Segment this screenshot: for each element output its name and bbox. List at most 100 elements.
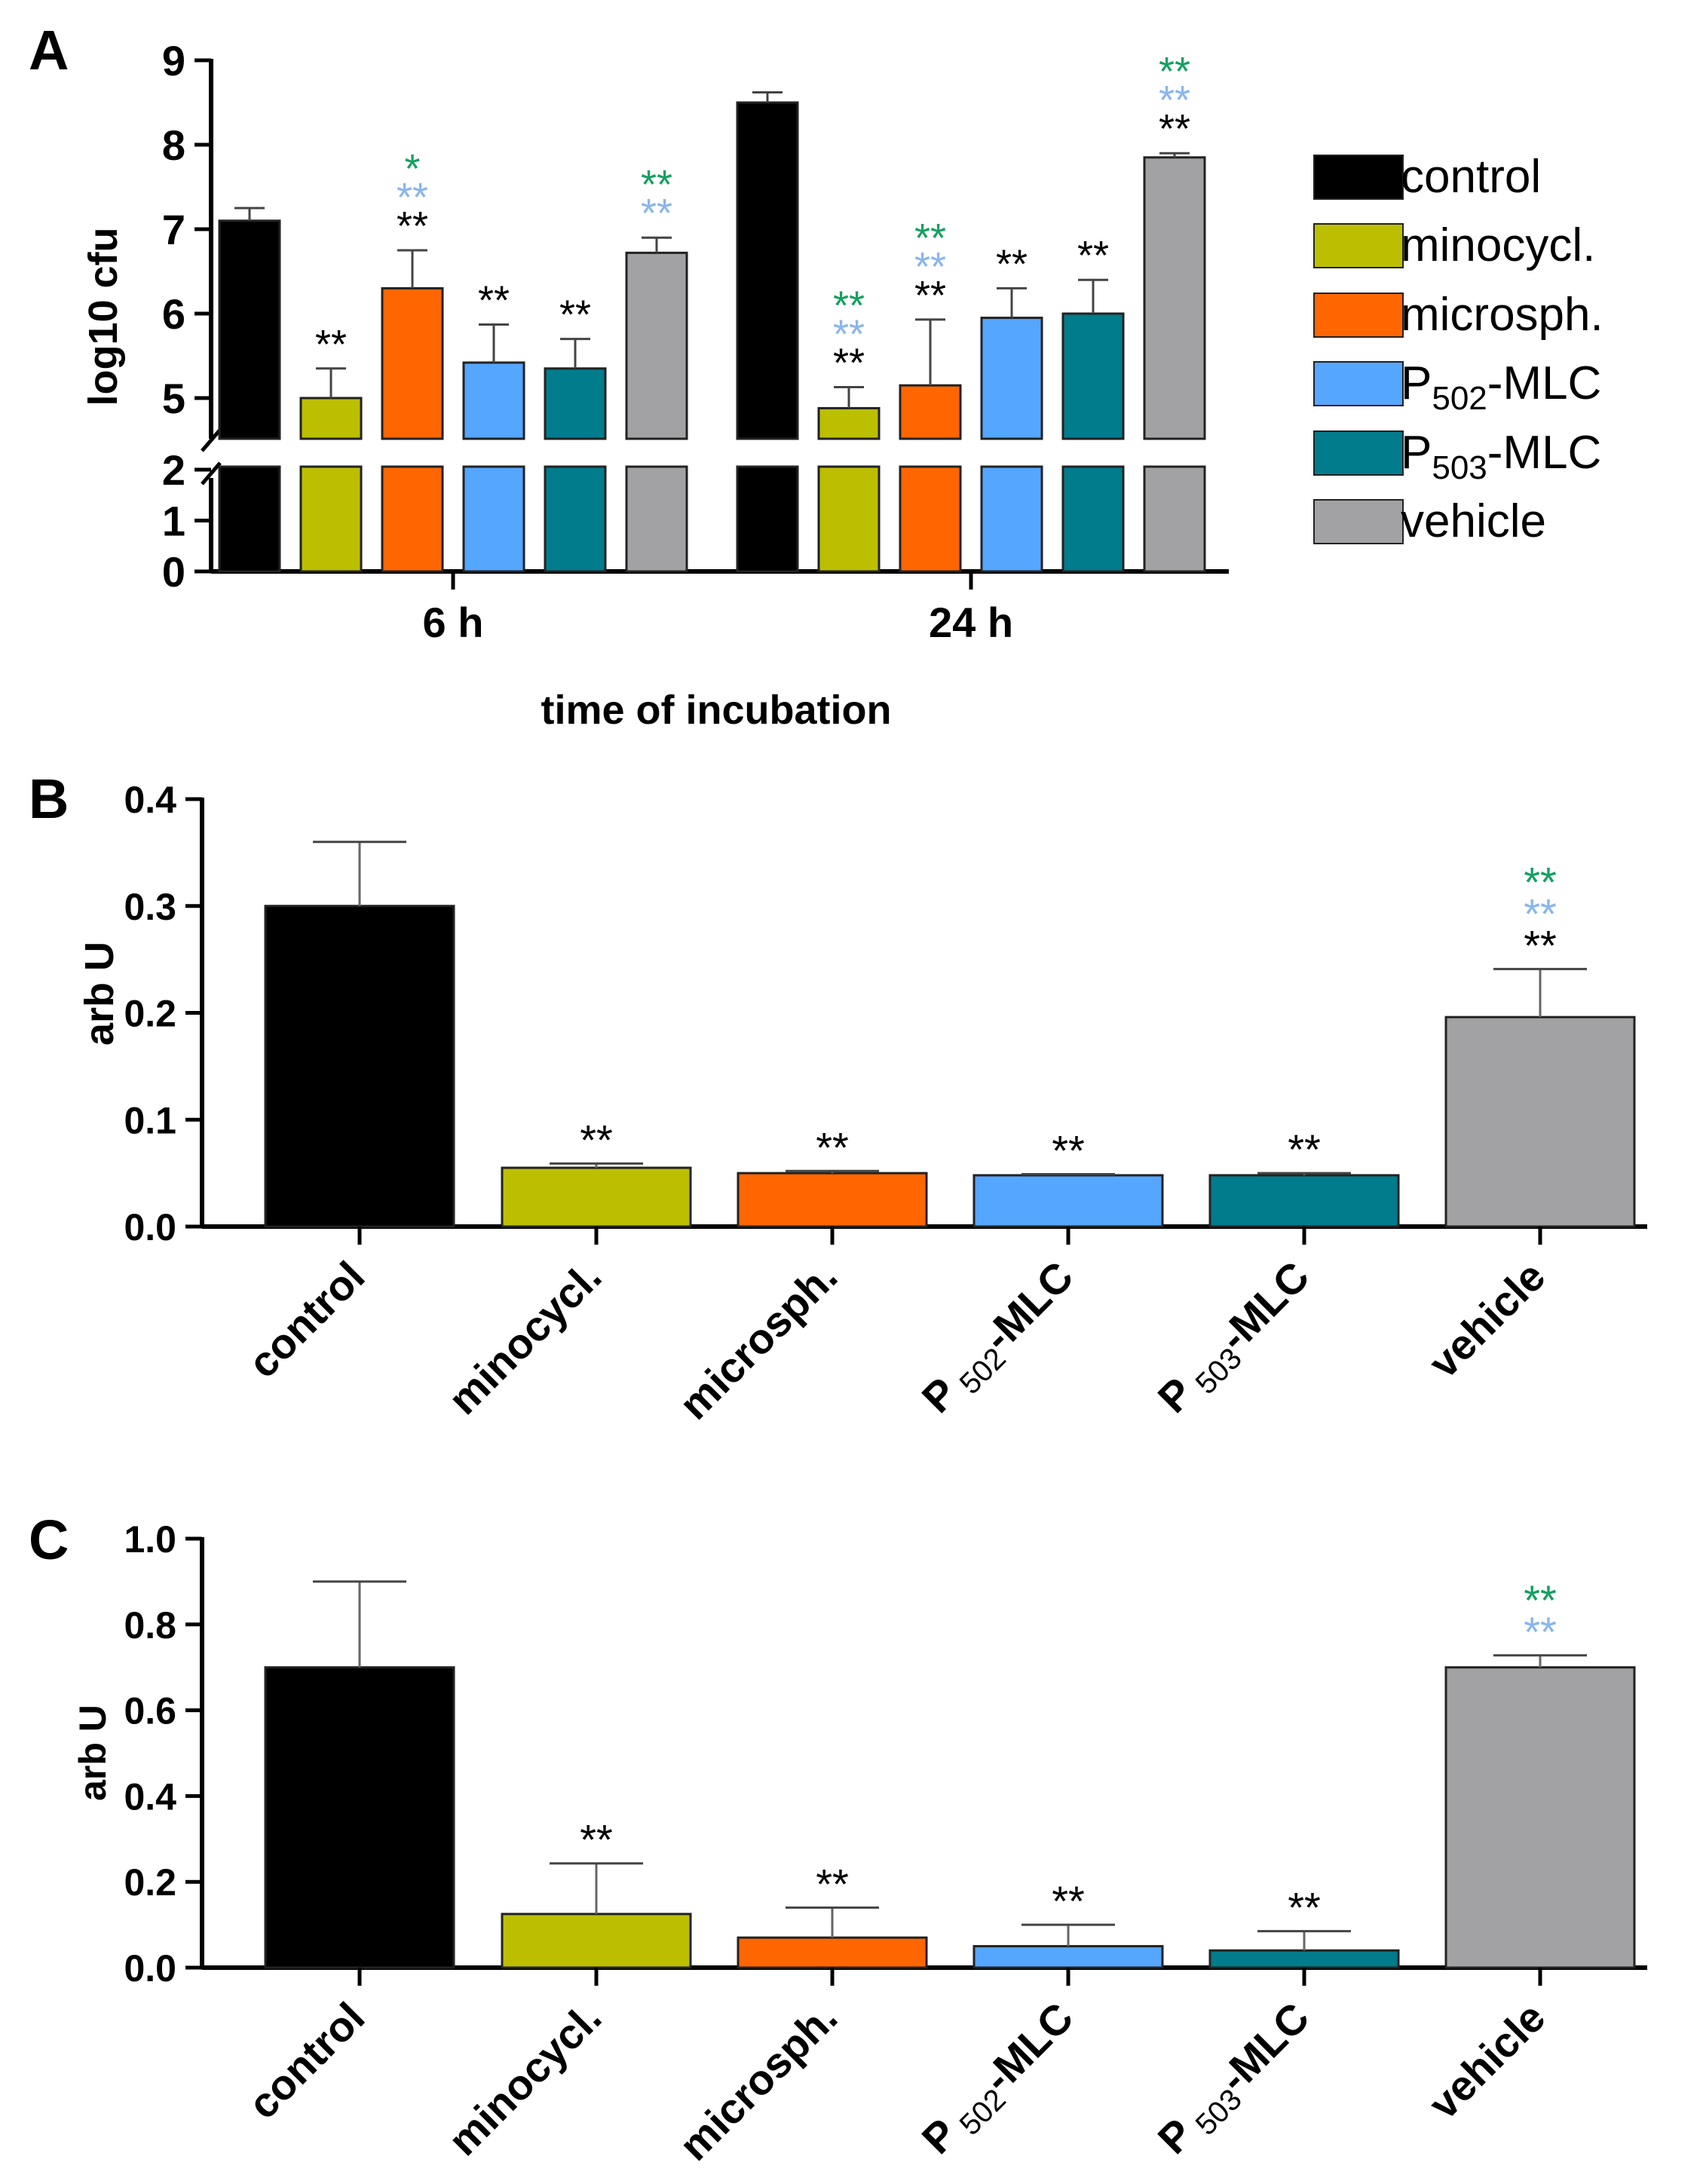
panel-a-bar-control xyxy=(218,219,281,440)
panel-a-axis-break-marker xyxy=(201,428,222,486)
panel-b-xtick-label: P 503-MLC xyxy=(1149,1252,1323,1426)
legend-swatch-p503 xyxy=(1313,430,1404,476)
panel-a-ytick-label: 5 xyxy=(162,375,185,422)
panel-b-xtick-label: microsph. xyxy=(670,1252,847,1429)
panel-a-significance-star: ** xyxy=(1159,49,1190,94)
legend-label-vehicle: vehicle xyxy=(1401,495,1546,547)
panel-a-ytick-label: 7 xyxy=(162,206,185,253)
panel-a-bar-p503 xyxy=(544,465,607,573)
panel-c-ylabel: arb U xyxy=(72,1705,114,1801)
panel-c-xtick-label: P 502-MLC xyxy=(913,1993,1087,2167)
panel-c-ytick-label: 0.8 xyxy=(124,1604,176,1646)
panel-b-significance-star: ** xyxy=(1524,921,1557,969)
panel-c-ytick-label: 0.0 xyxy=(124,1947,176,1989)
panel-c-ytick-label: 0.6 xyxy=(124,1690,176,1732)
panel-a-significance-star: ** xyxy=(315,322,347,367)
panel-b-bar-minocycl xyxy=(501,1166,692,1228)
legend-label-microsph: microsph. xyxy=(1401,289,1603,341)
panel-a-bar-p503 xyxy=(1061,312,1125,440)
panel-b-significance-star: ** xyxy=(1052,1127,1085,1175)
panel-c-bar-vehicle xyxy=(1444,1666,1636,1969)
panel-b-ytick-label: 0.4 xyxy=(124,779,176,821)
panel-b-ytick-label: 0.0 xyxy=(124,1206,176,1248)
legend-swatch-microsph xyxy=(1313,293,1404,338)
panel-b-significance-star: ** xyxy=(1288,1126,1321,1173)
panel-a-bar-vehicle xyxy=(625,251,688,440)
panel-a-bar-minocycl xyxy=(817,465,881,573)
panel-a-bar-p502 xyxy=(980,317,1043,440)
panel-a-significance-star: ** xyxy=(833,283,865,328)
panel-c-ytick-label: 1.0 xyxy=(124,1518,176,1561)
panel-a-significance-star: ** xyxy=(1159,106,1190,152)
panel-b-bar-vehicle xyxy=(1444,1015,1636,1228)
panel-a-bar-microsph xyxy=(899,465,962,573)
panel-b-bar-p502 xyxy=(972,1174,1164,1228)
panel-a-bar-microsph xyxy=(899,384,962,440)
legend-label-p503: P503-MLC xyxy=(1401,427,1601,486)
panel-b-xtick-label: control xyxy=(239,1252,374,1387)
panel-c-chart: 0.0 0.2 0.4 0.6 0.8 1.0 control ** minocycl. ** mi… xyxy=(124,1518,1647,2170)
panel-a-bar-p502 xyxy=(462,361,525,440)
panel-a-significance-star: ** xyxy=(833,340,865,385)
panel-a-xtick-label: 24 h xyxy=(929,599,1013,646)
panel-label-b: B xyxy=(29,767,69,830)
panel-b-ylabel: arb U xyxy=(77,942,122,1046)
legend-label-minocycl: minocycl. xyxy=(1401,219,1595,271)
panel-c-ytick-label: 0.2 xyxy=(124,1861,176,1904)
panel-b-ytick-label: 0.3 xyxy=(124,886,176,928)
panel-c-significance-star: ** xyxy=(1524,1576,1557,1624)
panel-b-xtick-label: minocycl. xyxy=(439,1252,610,1423)
panel-a-ytick-label: 2 xyxy=(162,446,185,494)
panel-a-bar-vehicle xyxy=(1143,156,1206,440)
panel-b-xtick-label: P 502-MLC xyxy=(913,1252,1087,1426)
panel-b-bar-p503 xyxy=(1208,1174,1400,1228)
panel-c-bar-p503 xyxy=(1208,1949,1400,1969)
panel-c-xtick-label: P 503-MLC xyxy=(1149,1993,1323,2167)
legend-swatch-minocycl xyxy=(1313,223,1404,268)
panel-c-xtick-label: control xyxy=(239,1993,374,2128)
panel-a-xtick-label: 6 h xyxy=(423,599,484,646)
panel-a-significance-star: * xyxy=(404,146,420,191)
panel-c-significance-star: ** xyxy=(580,1816,613,1864)
legend-swatch-control xyxy=(1313,155,1404,200)
panel-c-xtick-label: vehicle xyxy=(1420,1993,1554,2128)
panel-a-bar-minocycl xyxy=(299,465,363,573)
panel-label-c: C xyxy=(29,1509,69,1571)
panel-a-significance-star: ** xyxy=(478,278,510,323)
panel-a-bar-vehicle xyxy=(625,465,688,573)
panel-c-significance-star: ** xyxy=(1052,1877,1085,1925)
panel-a-bar-minocycl xyxy=(299,397,363,440)
panel-c-bar-minocycl xyxy=(501,1913,692,1969)
legend: control minocycl. microsph. P502-MLC P50… xyxy=(1313,151,1603,547)
panel-a-significance-star: ** xyxy=(641,162,672,207)
panel-a-xlabel: time of incubation xyxy=(541,688,892,733)
panel-c-bar-control xyxy=(264,1666,455,1969)
panel-a-bar-microsph xyxy=(381,465,444,573)
panel-a-bar-control xyxy=(736,465,799,573)
panel-a-significance-star: ** xyxy=(914,273,946,318)
panel-a-ylabel: log10 cfu xyxy=(81,227,126,406)
panel-a-bar-p502 xyxy=(462,465,525,573)
panel-c-xtick-label: minocycl. xyxy=(439,1993,610,2164)
panel-b-bar-microsph xyxy=(737,1172,928,1228)
panel-a-bar-microsph xyxy=(381,286,444,440)
panel-a-significance-star: ** xyxy=(559,293,591,338)
panel-a-ytick-label: 0 xyxy=(162,548,185,596)
panel-a-significance-star: ** xyxy=(833,311,865,357)
panel-c-significance-star: ** xyxy=(1288,1884,1321,1931)
panel-a-ytick-label: 9 xyxy=(162,37,185,84)
panel-c-significance-star: ** xyxy=(816,1860,849,1907)
panel-a-significance-star: ** xyxy=(914,244,946,289)
panel-c-significance-star: ** xyxy=(1524,1608,1557,1656)
panel-a-bar-p502 xyxy=(980,465,1043,573)
legend-swatch-p502 xyxy=(1313,361,1404,406)
panel-b-significance-star: ** xyxy=(1524,858,1557,905)
panel-b-significance-star: ** xyxy=(816,1123,849,1171)
panel-a-significance-star: ** xyxy=(1159,78,1190,123)
panel-b-significance-star: ** xyxy=(580,1116,613,1163)
panel-b-significance-star: ** xyxy=(1524,890,1557,937)
panel-b-ytick-label: 0.2 xyxy=(124,993,176,1035)
panel-a-significance-star: ** xyxy=(996,241,1028,286)
panel-a-bar-minocycl xyxy=(817,406,881,440)
